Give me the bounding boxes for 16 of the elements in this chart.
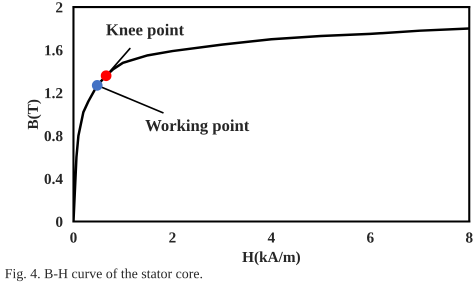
y-axis-title: B(T) bbox=[27, 100, 42, 130]
x-tick-label: 2 bbox=[169, 232, 176, 243]
x-tick-label: 4 bbox=[268, 232, 275, 243]
x-tick-label: 8 bbox=[466, 232, 473, 243]
x-tick-label: 0 bbox=[70, 232, 77, 243]
y-tick-label: 2 bbox=[56, 2, 62, 12]
y-tick-label: 0.4 bbox=[44, 174, 63, 184]
y-tick-label: 1.2 bbox=[45, 88, 62, 98]
x-axis-title: H(kA/m) bbox=[242, 251, 300, 266]
annotation: Knee point bbox=[106, 24, 184, 39]
caption: Fig. 4. B-H curve of the stator core. bbox=[5, 268, 202, 282]
annotation: Working point bbox=[145, 119, 250, 135]
y-tick-label: 1.6 bbox=[45, 45, 63, 56]
y-tick-label: 0 bbox=[56, 216, 62, 227]
x-tick-label: 6 bbox=[367, 232, 374, 243]
y-tick-label: 0.8 bbox=[44, 130, 63, 142]
